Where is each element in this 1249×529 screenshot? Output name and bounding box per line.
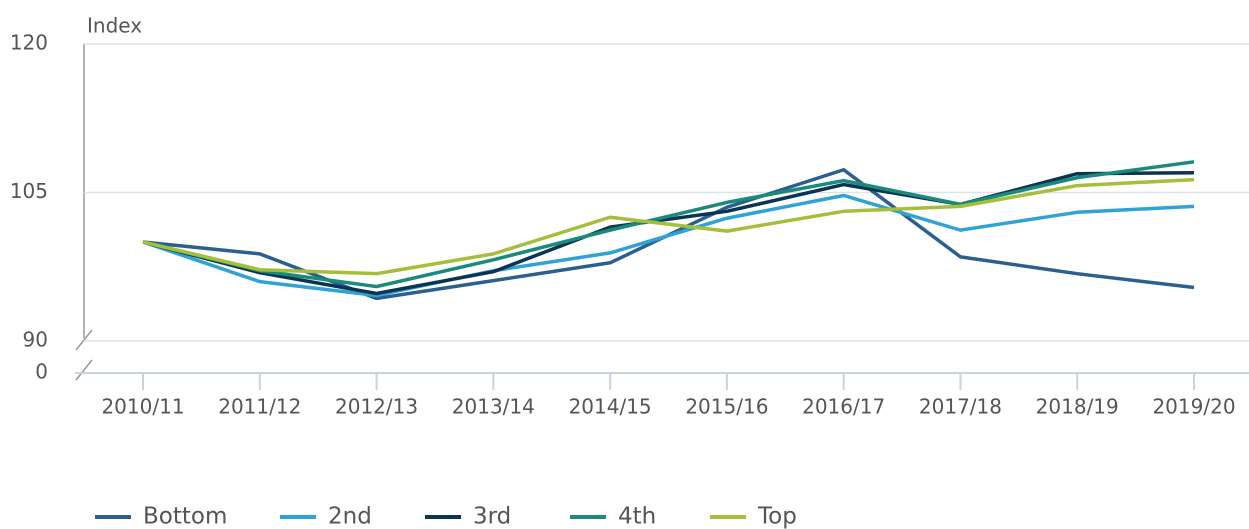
y-tick-label: 90 (23, 328, 48, 352)
x-tick-label: 2017/18 (919, 395, 1002, 419)
x-tick-label: 2019/20 (1152, 395, 1235, 419)
series-line (142, 170, 1195, 296)
break-mark (75, 329, 93, 351)
x-tick-label: 2015/16 (685, 395, 768, 419)
break-mark (75, 359, 93, 381)
legend-label: 2nd (328, 504, 372, 529)
x-tick-label: 2018/19 (1036, 395, 1119, 419)
legend-label: Top (757, 504, 797, 529)
x-tick-label: 2013/14 (452, 395, 535, 419)
series-line (142, 177, 1195, 276)
x-tick-label: 2011/12 (218, 395, 301, 419)
y-tick-label: 105 (10, 179, 48, 203)
x-tick-label: 2014/15 (569, 395, 652, 419)
x-tick-label: 2012/13 (335, 395, 418, 419)
series-line (142, 160, 1195, 289)
axis-break (75, 44, 93, 381)
y-tick-label: 120 (10, 31, 48, 55)
legend-label: Bottom (143, 504, 227, 529)
series-line (142, 193, 1195, 298)
y-tick-label: 0 (35, 360, 48, 384)
y-axis-label: Index (87, 14, 142, 38)
x-tick-label: 2016/17 (802, 395, 885, 419)
legend-label: 3rd (473, 504, 511, 529)
legend-label: 4th (618, 504, 656, 529)
x-tick-label: 2010/11 (101, 395, 184, 419)
